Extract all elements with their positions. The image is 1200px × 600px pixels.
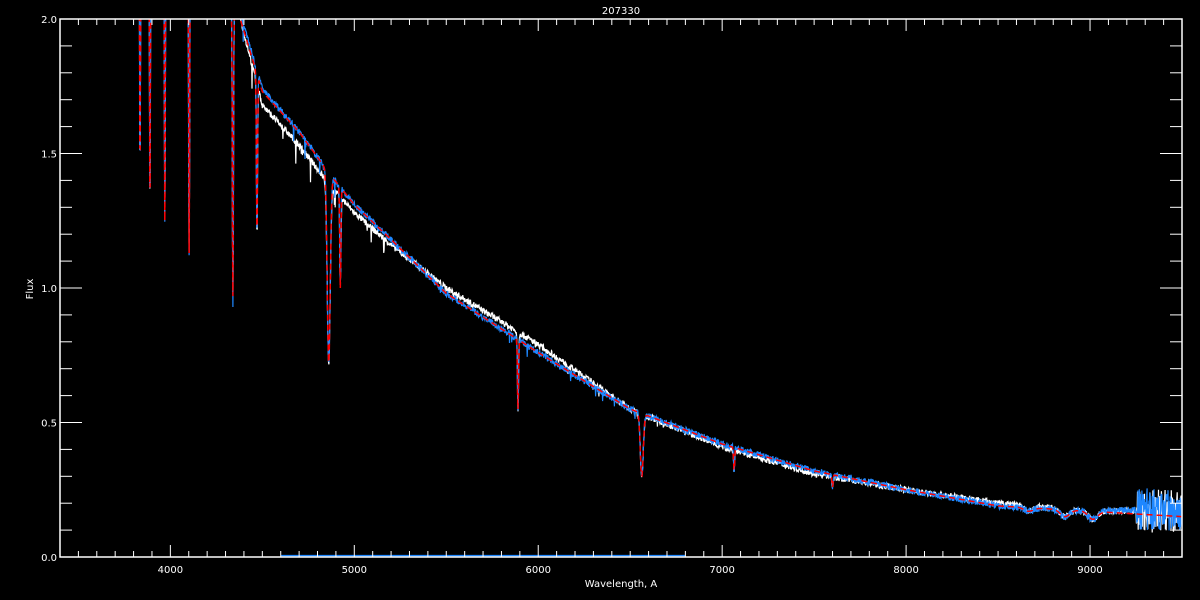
y-axis-label: Flux: [25, 279, 36, 300]
x-tick-label: 6000: [526, 565, 551, 576]
x-axis-label: Wavelength, A: [585, 579, 658, 590]
y-tick-label: 0.5: [41, 419, 57, 430]
x-tick-label: 7000: [709, 565, 734, 576]
chart-title: 207330: [602, 6, 640, 17]
spectrum-series-0: [138, 19, 1182, 533]
y-tick-label: 1.0: [41, 284, 57, 295]
y-tick-label: 2.0: [41, 15, 57, 26]
spectrum-series-2: [138, 19, 1182, 521]
x-tick-label: 9000: [1077, 565, 1102, 576]
y-tick-label: 1.5: [41, 150, 57, 161]
x-tick-label: 8000: [893, 565, 918, 576]
x-tick-label: 5000: [342, 565, 367, 576]
axes-frame: [59, 18, 1183, 558]
y-tick-label: 0.0: [41, 553, 57, 564]
x-tick-label: 4000: [158, 565, 183, 576]
spectrum-series-1: [138, 19, 1182, 531]
